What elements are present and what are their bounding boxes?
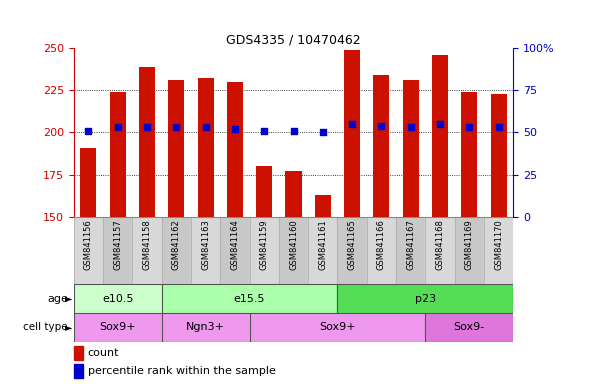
Point	[348, 121, 357, 127]
Text: p23: p23	[415, 293, 436, 304]
Bar	[74, 346, 83, 360]
Point	[435, 121, 445, 127]
Bar	[344, 50, 360, 217]
Bar	[425, 313, 513, 342]
Bar	[337, 217, 367, 284]
Text: GSM841163: GSM841163	[201, 219, 210, 270]
Bar	[227, 82, 243, 217]
Point	[289, 128, 298, 134]
Text: GSM841167: GSM841167	[407, 219, 415, 270]
Bar	[315, 195, 331, 217]
Text: GSM841168: GSM841168	[435, 219, 444, 270]
Bar	[279, 217, 308, 284]
Point	[172, 124, 181, 131]
Bar	[132, 217, 162, 284]
Point	[142, 124, 152, 131]
Point	[230, 126, 240, 132]
Bar	[103, 217, 132, 284]
Bar	[139, 66, 155, 217]
Text: e10.5: e10.5	[102, 293, 133, 304]
Text: GSM841169: GSM841169	[465, 219, 474, 270]
Bar	[491, 94, 507, 217]
Point	[494, 124, 503, 131]
Point	[465, 124, 474, 131]
Bar	[80, 148, 96, 217]
Text: ►: ►	[65, 322, 73, 333]
Text: GSM841158: GSM841158	[143, 219, 152, 270]
Bar	[250, 217, 279, 284]
Point	[318, 129, 327, 136]
Text: GSM841170: GSM841170	[494, 219, 503, 270]
Text: GSM841156: GSM841156	[84, 219, 93, 270]
Bar	[168, 80, 184, 217]
Bar	[432, 55, 448, 217]
Text: GSM841161: GSM841161	[319, 219, 327, 270]
Text: GSM841166: GSM841166	[377, 219, 386, 270]
Bar	[74, 217, 103, 284]
Bar	[461, 92, 477, 217]
Point	[84, 128, 93, 134]
Bar	[403, 80, 419, 217]
Text: GSM841160: GSM841160	[289, 219, 298, 270]
Bar	[256, 166, 272, 217]
Bar	[396, 217, 425, 284]
Bar	[110, 92, 126, 217]
Text: count: count	[88, 348, 119, 358]
Text: cell type: cell type	[23, 322, 68, 333]
Text: GSM841164: GSM841164	[231, 219, 240, 270]
Bar	[337, 284, 513, 313]
Title: GDS4335 / 10470462: GDS4335 / 10470462	[226, 34, 361, 47]
Text: GSM841165: GSM841165	[348, 219, 356, 270]
Bar	[74, 364, 83, 378]
Bar	[250, 313, 425, 342]
Bar	[162, 284, 337, 313]
Bar	[74, 284, 162, 313]
Text: Sox9-: Sox9-	[454, 322, 485, 333]
Text: age: age	[47, 293, 68, 304]
Text: Sox9+: Sox9+	[99, 322, 136, 333]
Bar	[455, 217, 484, 284]
Text: ►: ►	[65, 293, 73, 304]
Bar	[162, 217, 191, 284]
Text: e15.5: e15.5	[234, 293, 266, 304]
Text: GSM841159: GSM841159	[260, 219, 268, 270]
Bar	[484, 217, 513, 284]
Bar	[286, 171, 301, 217]
Text: GSM841157: GSM841157	[113, 219, 122, 270]
Bar	[220, 217, 250, 284]
Point	[201, 124, 211, 131]
Point	[260, 128, 269, 134]
Text: Sox9+: Sox9+	[319, 322, 356, 333]
Point	[406, 124, 415, 131]
Text: percentile rank within the sample: percentile rank within the sample	[88, 366, 276, 376]
Text: Ngn3+: Ngn3+	[186, 322, 225, 333]
Bar	[367, 217, 396, 284]
Bar	[74, 313, 162, 342]
Bar	[191, 217, 220, 284]
Bar	[308, 217, 337, 284]
Bar	[162, 313, 250, 342]
Point	[113, 124, 123, 131]
Bar	[198, 78, 214, 217]
Bar	[425, 217, 455, 284]
Text: GSM841162: GSM841162	[172, 219, 181, 270]
Point	[376, 122, 386, 129]
Bar	[373, 75, 389, 217]
